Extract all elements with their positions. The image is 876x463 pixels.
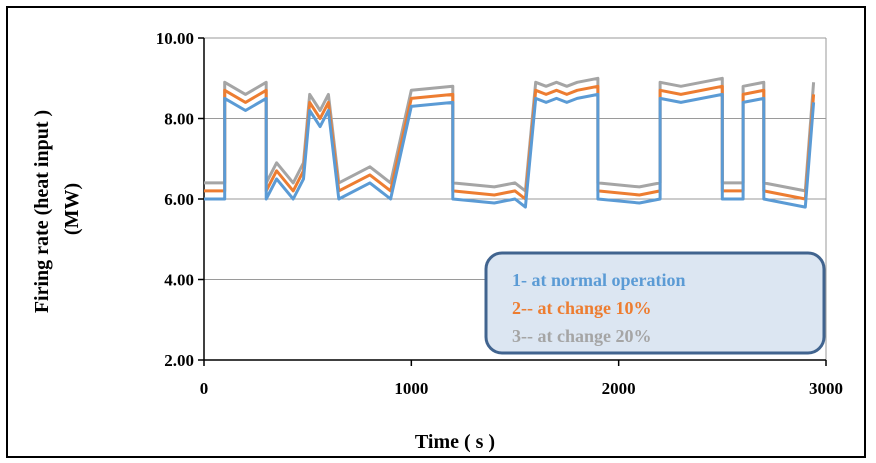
legend-box — [484, 251, 826, 355]
line-chart: 2.00 4.00 6.00 8.00 10.00 0 1000 2000 3000 Firin… — [31, 29, 843, 453]
y-tick-label-1: 4.00 — [164, 271, 194, 290]
legend-entry-change-10: 2-- at change 10% — [512, 298, 651, 318]
x-tick-label-3: 3000 — [809, 379, 843, 398]
series-lines — [204, 76, 816, 209]
chart-frame: 2.00 4.00 6.00 8.00 10.00 0 1000 2000 3000 Firin… — [6, 6, 866, 458]
series-line-0 — [204, 92, 816, 209]
y-tick-label-3: 8.00 — [164, 110, 194, 129]
tick-labels: 2.00 4.00 6.00 8.00 10.00 0 1000 2000 3000 — [156, 29, 843, 398]
x-tick-label-1: 1000 — [394, 379, 428, 398]
y-tick-label-0: 2.00 — [164, 351, 194, 370]
y-tick-label-2: 6.00 — [164, 190, 194, 209]
y-axis-title: Firing rate (heat input ) (MW) — [31, 105, 83, 313]
x-axis-title: Time ( s ) — [415, 431, 495, 453]
legend: 1- at normal operation 2-- at change 10%… — [484, 251, 826, 355]
legend-entry-change-20: 3-- at change 20% — [512, 326, 651, 346]
legend-entry-normal-operation: 1- at normal operation — [512, 270, 685, 290]
y-axis-title-line-2: (MW) — [61, 183, 83, 235]
x-tick-label-2: 2000 — [602, 379, 636, 398]
x-tick-label-0: 0 — [200, 379, 209, 398]
y-tick-label-4: 10.00 — [156, 29, 194, 48]
y-axis-title-line-1: Firing rate (heat input ) — [31, 110, 53, 313]
